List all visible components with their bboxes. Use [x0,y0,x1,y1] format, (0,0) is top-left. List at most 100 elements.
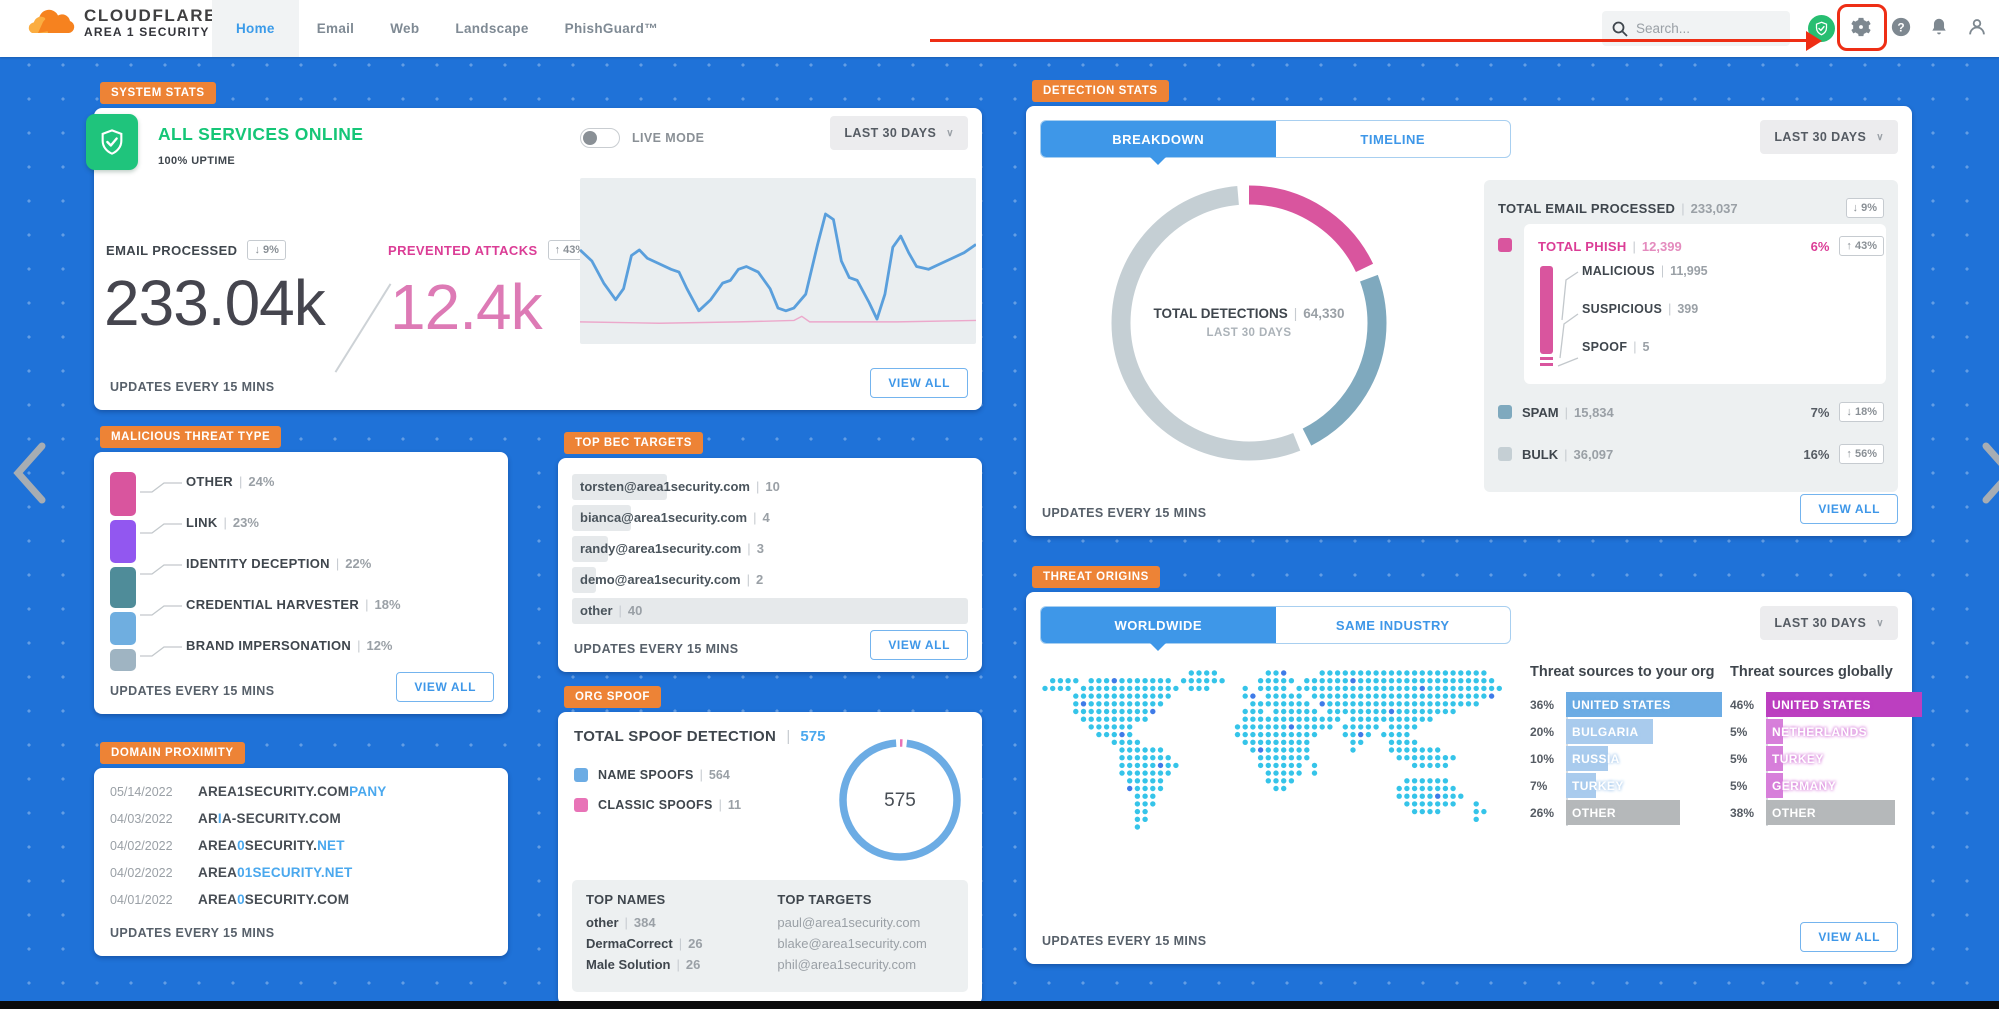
spark-series-prevented-attacks [580,316,976,323]
chevron-down-icon: ∨ [946,127,954,139]
view-all-button[interactable]: VIEW ALL [396,672,494,702]
donut-slice-total-phish [1111,185,1387,461]
nav-item-landscape[interactable]: Landscape [455,21,529,36]
range-dropdown[interactable]: LAST 30 DAYS ∨ [1760,606,1898,640]
origin-country-label: UNITED STATES [1572,697,1671,712]
origin-row: 20% BULGARIA [1530,719,1730,744]
org-sources-title: Threat sources to your org [1530,664,1715,680]
bottom-bar [0,1001,1999,1009]
origin-row: 5% TURKEY [1730,746,1930,771]
origin-bar: TURKEY [1766,746,1823,771]
total-phish-subcard: TOTAL PHISH | 12,399 6% ↑ 43% MALICIOUS | 1… [1524,224,1886,384]
view-all-button[interactable]: VIEW ALL [1800,922,1898,952]
system-stats-tag: SYSTEM STATS [100,82,216,104]
domain-date: 04/02/2022 [110,838,173,853]
legend-swatch [574,798,588,812]
nav-item-web[interactable]: Web [390,21,420,36]
range-dropdown[interactable]: LAST 30 DAYS ∨ [1760,120,1898,154]
origin-bar: RUSSIA [1566,746,1619,771]
connector-lines [1557,271,1579,367]
top-name-row: other | 384 [586,915,656,930]
range-dropdown[interactable]: LAST 30 DAYS ∨ [830,116,968,150]
spoof-total-value: 575 [800,728,826,745]
threat-type-row: CREDENTIAL HARVESTER | 18% [186,597,401,612]
detection-breakdown-panel: TOTAL EMAIL PROCESSED | 233,037 ↓ 9% TOT… [1484,180,1898,492]
origin-country-label: NETHERLANDS [1772,724,1868,739]
org-spoof-tag: ORG SPOOF [564,686,662,708]
nav-item-phishguard[interactable]: PhishGuard™ [564,21,658,36]
bec-row-bar [572,474,668,500]
prevented-attacks-value: 12.4k [390,271,543,343]
prevented-attacks-label: PREVENTED ATTACKS [388,242,538,258]
brand: CLOUDFLARE® AREA 1 SECURITY [28,6,222,39]
carousel-prev-chevron-icon[interactable] [8,440,50,511]
bec-count: 40 [627,603,643,618]
bulk-legend-swatch [1498,447,1512,461]
search-input[interactable] [1636,21,1776,36]
domain-date: 04/01/2022 [110,892,173,907]
domain-name: AREA0SECURITY.COM [198,892,350,907]
detection-stats-tag: DETECTION STATS [1032,80,1169,102]
view-all-button[interactable]: VIEW ALL [870,630,968,660]
bec-row-bar [572,567,596,593]
phish-child-spoof: SPOOF | 5 [1582,340,1650,354]
origin-row: 36% UNITED STATES [1530,692,1730,717]
threat-origins-tag: THREAT ORIGINS [1032,566,1160,588]
domain-proximity-tag: DOMAIN PROXIMITY [100,742,245,764]
connector-line [140,564,182,575]
settings-gear-icon[interactable] [1850,16,1874,40]
domain-date: 05/14/2022 [110,784,173,799]
svg-text:?: ? [1897,21,1904,35]
view-all-button[interactable]: VIEW ALL [1800,494,1898,524]
donut-slice-bulk [1111,185,1387,461]
origin-bar: OTHER [1766,800,1895,825]
total-phish-pct: 6% [1810,238,1830,254]
nav-item-home[interactable]: Home [212,0,299,57]
uptime-text: 100% UPTIME [158,155,236,167]
domain-name: AREA0SECURITY.NET [198,838,345,853]
phish-child-malicious: MALICIOUS | 11,995 [1582,264,1708,278]
main-nav: Home Email Web Landscape PhishGuard™ [212,0,676,57]
total-detections-label: TOTAL DETECTIONS [1153,306,1288,321]
origin-row: 5% NETHERLANDS [1730,719,1930,744]
updates-note: UPDATES EVERY 15 MINS [110,926,275,940]
help-icon[interactable]: ? [1890,16,1914,40]
nav-item-email[interactable]: Email [316,21,355,36]
origin-country-label: GERMANY [1772,778,1837,793]
cloudflare-logo-icon [28,9,75,33]
bec-email: randy@area1security.com [580,541,742,556]
origin-pct: 38% [1730,805,1755,820]
brand-subtitle: AREA 1 SECURITY [84,24,210,39]
bec-row-bar [572,505,632,531]
origins-tab-same-industry[interactable]: SAME INDUSTRY [1335,617,1450,633]
threat-type-stacked-bar [110,472,136,675]
legend-swatch [574,768,588,782]
notifications-bell-icon[interactable] [1928,16,1952,40]
top-name-row: DermaCorrect | 26 [586,936,703,951]
bec-count: 2 [755,572,764,587]
top-target-row: blake@area1security.com [777,936,927,951]
donut-slice-name-spoofs [839,739,961,861]
user-account-icon[interactable] [1966,16,1990,40]
live-mode-toggle[interactable] [580,128,620,148]
global-sources-title: Threat sources globally [1730,664,1893,680]
annotation-highlight-box [1837,4,1887,51]
detection-tab-timeline[interactable]: TIMELINE [1360,131,1426,147]
bec-target-row: other | 40 [572,598,968,624]
detection-tab-breakdown[interactable]: BREAKDOWN [1041,121,1276,165]
updates-note: UPDATES EVERY 15 MINS [1042,934,1207,948]
brand-name: CLOUDFLARE [84,6,218,26]
origin-country-label: UNITED STATES [1772,697,1871,712]
top-targets-header: TOP TARGETS [777,892,872,907]
threat-origins-card: THREAT ORIGINS WORLDWIDE SAME INDUSTRY LA… [1026,566,1922,964]
top-target-row: phil@area1security.com [777,957,917,972]
origin-country-label: BULGARIA [1572,724,1639,739]
origin-bar: OTHER [1566,800,1680,825]
spoof-donut-center-value: 575 [884,790,916,811]
carousel-next-chevron-icon[interactable] [1978,440,1999,511]
updates-note: UPDATES EVERY 15 MINS [574,642,739,656]
bec-count: 3 [756,541,764,556]
view-all-button[interactable]: VIEW ALL [870,368,968,398]
origins-tab-worldwide[interactable]: WORLDWIDE [1041,607,1276,651]
